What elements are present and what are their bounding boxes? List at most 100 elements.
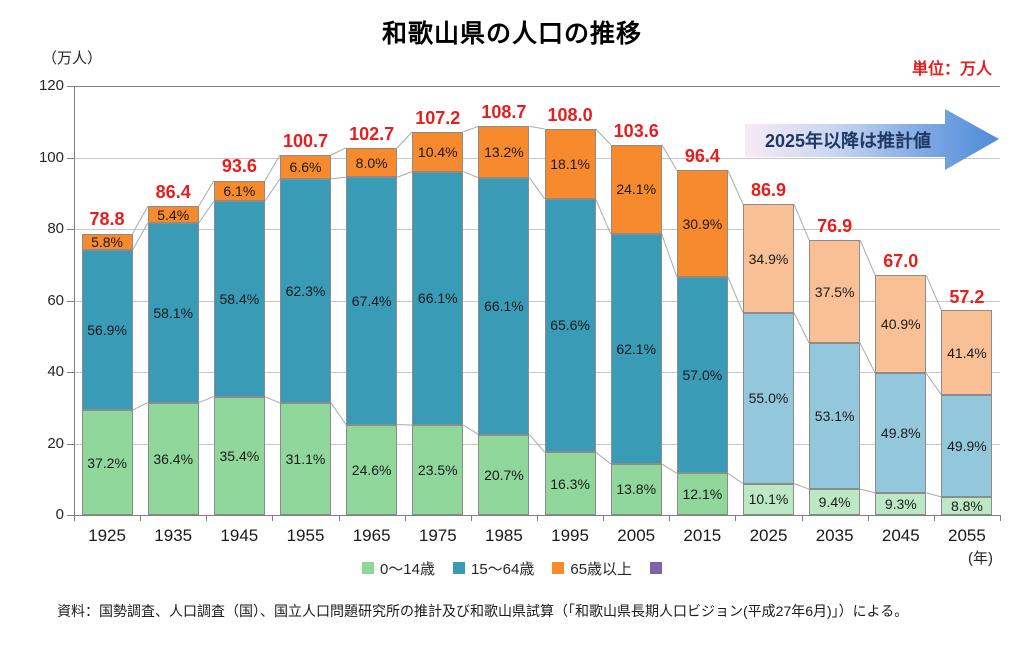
- bar-segment: [478, 126, 530, 178]
- bar-total-label: 93.6: [221, 156, 257, 177]
- x-tick-mark: [272, 515, 274, 521]
- segment-percent-label: 36.4%: [153, 450, 194, 467]
- segment-percent-label: 10.4%: [417, 143, 458, 160]
- x-tick-mark: [1000, 515, 1001, 521]
- y-tick-label: 80: [47, 220, 64, 237]
- segment-percent-label: 49.9%: [947, 437, 987, 454]
- x-axis-year-label: 1935: [154, 526, 193, 545]
- segment-percent-label: 24.6%: [351, 461, 392, 478]
- segment-percent-label: 23.5%: [417, 461, 458, 478]
- bar-total-label: 78.8: [89, 209, 125, 230]
- segment-percent-label: 49.8%: [880, 425, 921, 442]
- legend-item: 65歳以上: [552, 558, 632, 579]
- segment-percent-label: 66.1%: [484, 298, 524, 315]
- bar-segment: [147, 402, 199, 515]
- y-tick-mark: [67, 229, 74, 230]
- segment-percent-label: 16.3%: [550, 475, 590, 492]
- bar-segment: [280, 154, 331, 179]
- segment-percent-label: 6.1%: [223, 182, 256, 199]
- series-connector-line: [132, 402, 148, 411]
- x-axis-year-label: 2005: [617, 526, 656, 545]
- bar-segment: [676, 473, 728, 515]
- x-tick-mark: [206, 515, 208, 521]
- legend-label: 65歳以上: [570, 560, 633, 578]
- series-connector-line: [529, 125, 545, 130]
- bar-segment: [875, 373, 927, 493]
- series-connector-line: [661, 463, 678, 474]
- segment-percent-label: 10.1%: [748, 491, 789, 508]
- series-connector-line: [330, 402, 347, 425]
- y-tick-mark: [67, 443, 74, 445]
- segment-percent-label: 12.1%: [682, 486, 723, 503]
- x-axis-year-label: 1925: [88, 526, 126, 545]
- series-connector-line: [463, 171, 479, 179]
- y-tick-mark: [67, 86, 74, 87]
- bar-segment: [280, 178, 331, 404]
- source-note: 資料：国勢調査、人口調査（国）、国立人口問題研究所の推計及び和歌山県試算（「和歌…: [57, 603, 909, 619]
- x-axis-year-label: 2015: [683, 526, 722, 545]
- x-tick-mark: [74, 515, 75, 521]
- segment-percent-label: 55.0%: [748, 390, 789, 407]
- gridline: [74, 157, 1000, 159]
- series-connector-line: [198, 396, 215, 404]
- bar-segment: [610, 233, 662, 464]
- segment-percent-label: 5.8%: [91, 233, 124, 250]
- bar-segment: [809, 240, 861, 344]
- bar-segment: [346, 177, 398, 425]
- x-tick-mark: [603, 515, 605, 521]
- segment-percent-label: 66.1%: [417, 290, 458, 307]
- y-tick-label: 120: [38, 77, 64, 94]
- legend-swatch: [452, 562, 465, 574]
- bar-segment: [346, 424, 398, 515]
- bar-total-label: 102.7: [349, 123, 395, 144]
- bar-segment: [147, 206, 199, 224]
- x-axis-year-label: 2055: [948, 526, 986, 545]
- segment-percent-label: 9.4%: [818, 494, 851, 511]
- x-axis-year-label: 1955: [286, 526, 325, 545]
- legend-swatch: [552, 562, 565, 574]
- y-tick-mark: [67, 157, 74, 159]
- bar-total-label: 57.2: [949, 286, 985, 307]
- bar-segment: [941, 310, 993, 395]
- y-tick-label: 40: [47, 363, 64, 380]
- y-tick-label: 0: [55, 506, 64, 523]
- projection-annotation: 2025年以降は推計値: [764, 131, 932, 151]
- series-connector-line: [595, 451, 612, 465]
- series-connector-line: [529, 177, 545, 200]
- series-connector-line: [925, 373, 942, 396]
- segment-percent-label: 34.9%: [748, 250, 789, 267]
- bar-segment: [81, 410, 133, 515]
- bar-total-label: 108.7: [481, 102, 527, 123]
- gridline: [74, 300, 1000, 302]
- bar-segment: [478, 177, 530, 435]
- bar-segment: [213, 201, 265, 397]
- bar-total-label: 107.2: [415, 107, 461, 128]
- segment-percent-label: 56.9%: [87, 322, 127, 339]
- bar-segment: [544, 198, 596, 453]
- series-connector-line: [727, 276, 744, 313]
- y-tick-label: 100: [38, 148, 64, 166]
- series-connector-line: [463, 424, 479, 435]
- bar-total-label: 103.6: [613, 120, 659, 141]
- bar-segment: [213, 396, 265, 515]
- segment-percent-label: 13.2%: [484, 144, 524, 161]
- bar-total-label: 86.4: [155, 182, 191, 203]
- legend-swatch: [650, 562, 663, 574]
- bar-segment: [743, 204, 794, 313]
- gridline: [74, 372, 1000, 373]
- x-axis-year-label: 1975: [418, 526, 457, 545]
- bar-segment: [610, 463, 662, 515]
- x-axis-year-label: 1985: [485, 526, 523, 545]
- segment-percent-label: 41.4%: [947, 344, 987, 361]
- bar-total-label: 67.0: [883, 251, 919, 272]
- x-axis-year-label: 1965: [352, 526, 391, 545]
- legend: 0〜14歳 15〜64歳 65歳以上: [0, 557, 1024, 579]
- bar-total-label: 100.7: [282, 130, 329, 151]
- bar-total-label: 108.0: [547, 104, 593, 125]
- segment-percent-label: 37.5%: [814, 283, 855, 300]
- bar-segment: [875, 275, 927, 374]
- y-tick-mark: [67, 515, 74, 516]
- segment-percent-label: 20.7%: [484, 466, 524, 483]
- series-connector-line: [727, 472, 744, 485]
- segment-percent-label: 35.4%: [219, 447, 260, 464]
